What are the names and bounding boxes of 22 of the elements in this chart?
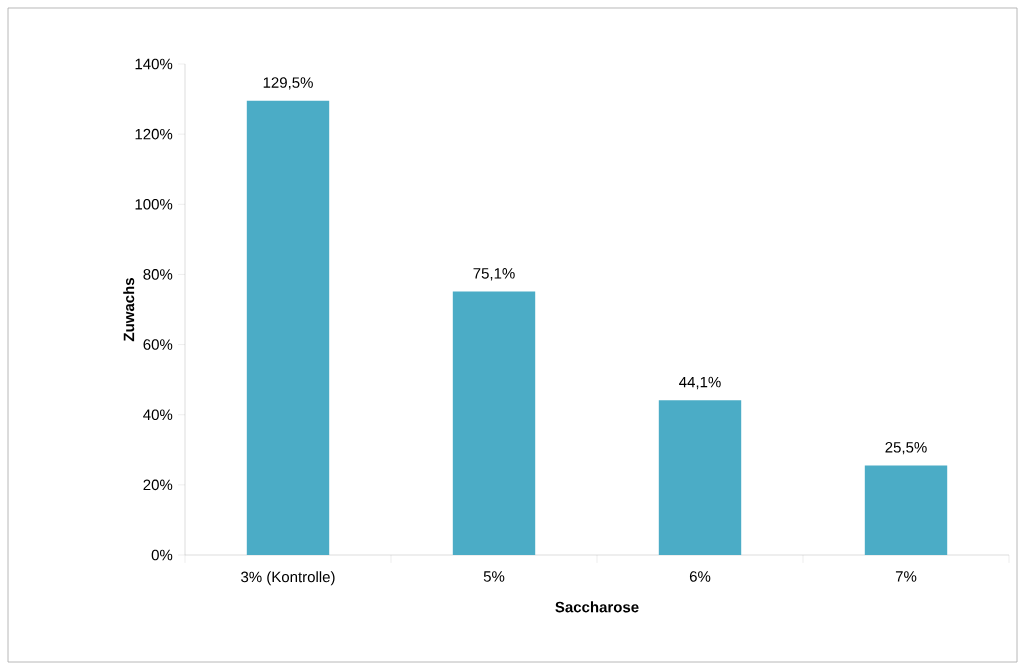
data-label: 75,1% (473, 268, 515, 281)
y-tick-label: 0% (151, 549, 173, 561)
y-tick-label: 100% (135, 198, 173, 210)
bar (864, 465, 948, 555)
bar (658, 400, 742, 555)
data-label: 129,5% (263, 77, 313, 90)
y-tick-label: 140% (135, 58, 173, 70)
x-tick-label: 6% (689, 571, 711, 582)
x-tick-label: 5% (483, 571, 505, 582)
bar (246, 100, 330, 555)
x-tick-label: 7% (895, 571, 917, 582)
y-tick-label: 120% (135, 128, 173, 140)
y-tick-label: 60% (143, 339, 173, 350)
x-tick-label: 3% (Kontrolle) (241, 571, 335, 586)
bar (452, 291, 536, 555)
y-axis-title: Zuwachs (123, 278, 135, 342)
y-tick-label: 40% (143, 409, 173, 421)
y-tick-label: 20% (143, 479, 173, 491)
x-axis-title: Saccharose (555, 601, 639, 613)
data-label: 44,1% (679, 376, 721, 390)
data-label: 25,5% (885, 441, 927, 455)
y-tick-label: 80% (143, 269, 173, 280)
